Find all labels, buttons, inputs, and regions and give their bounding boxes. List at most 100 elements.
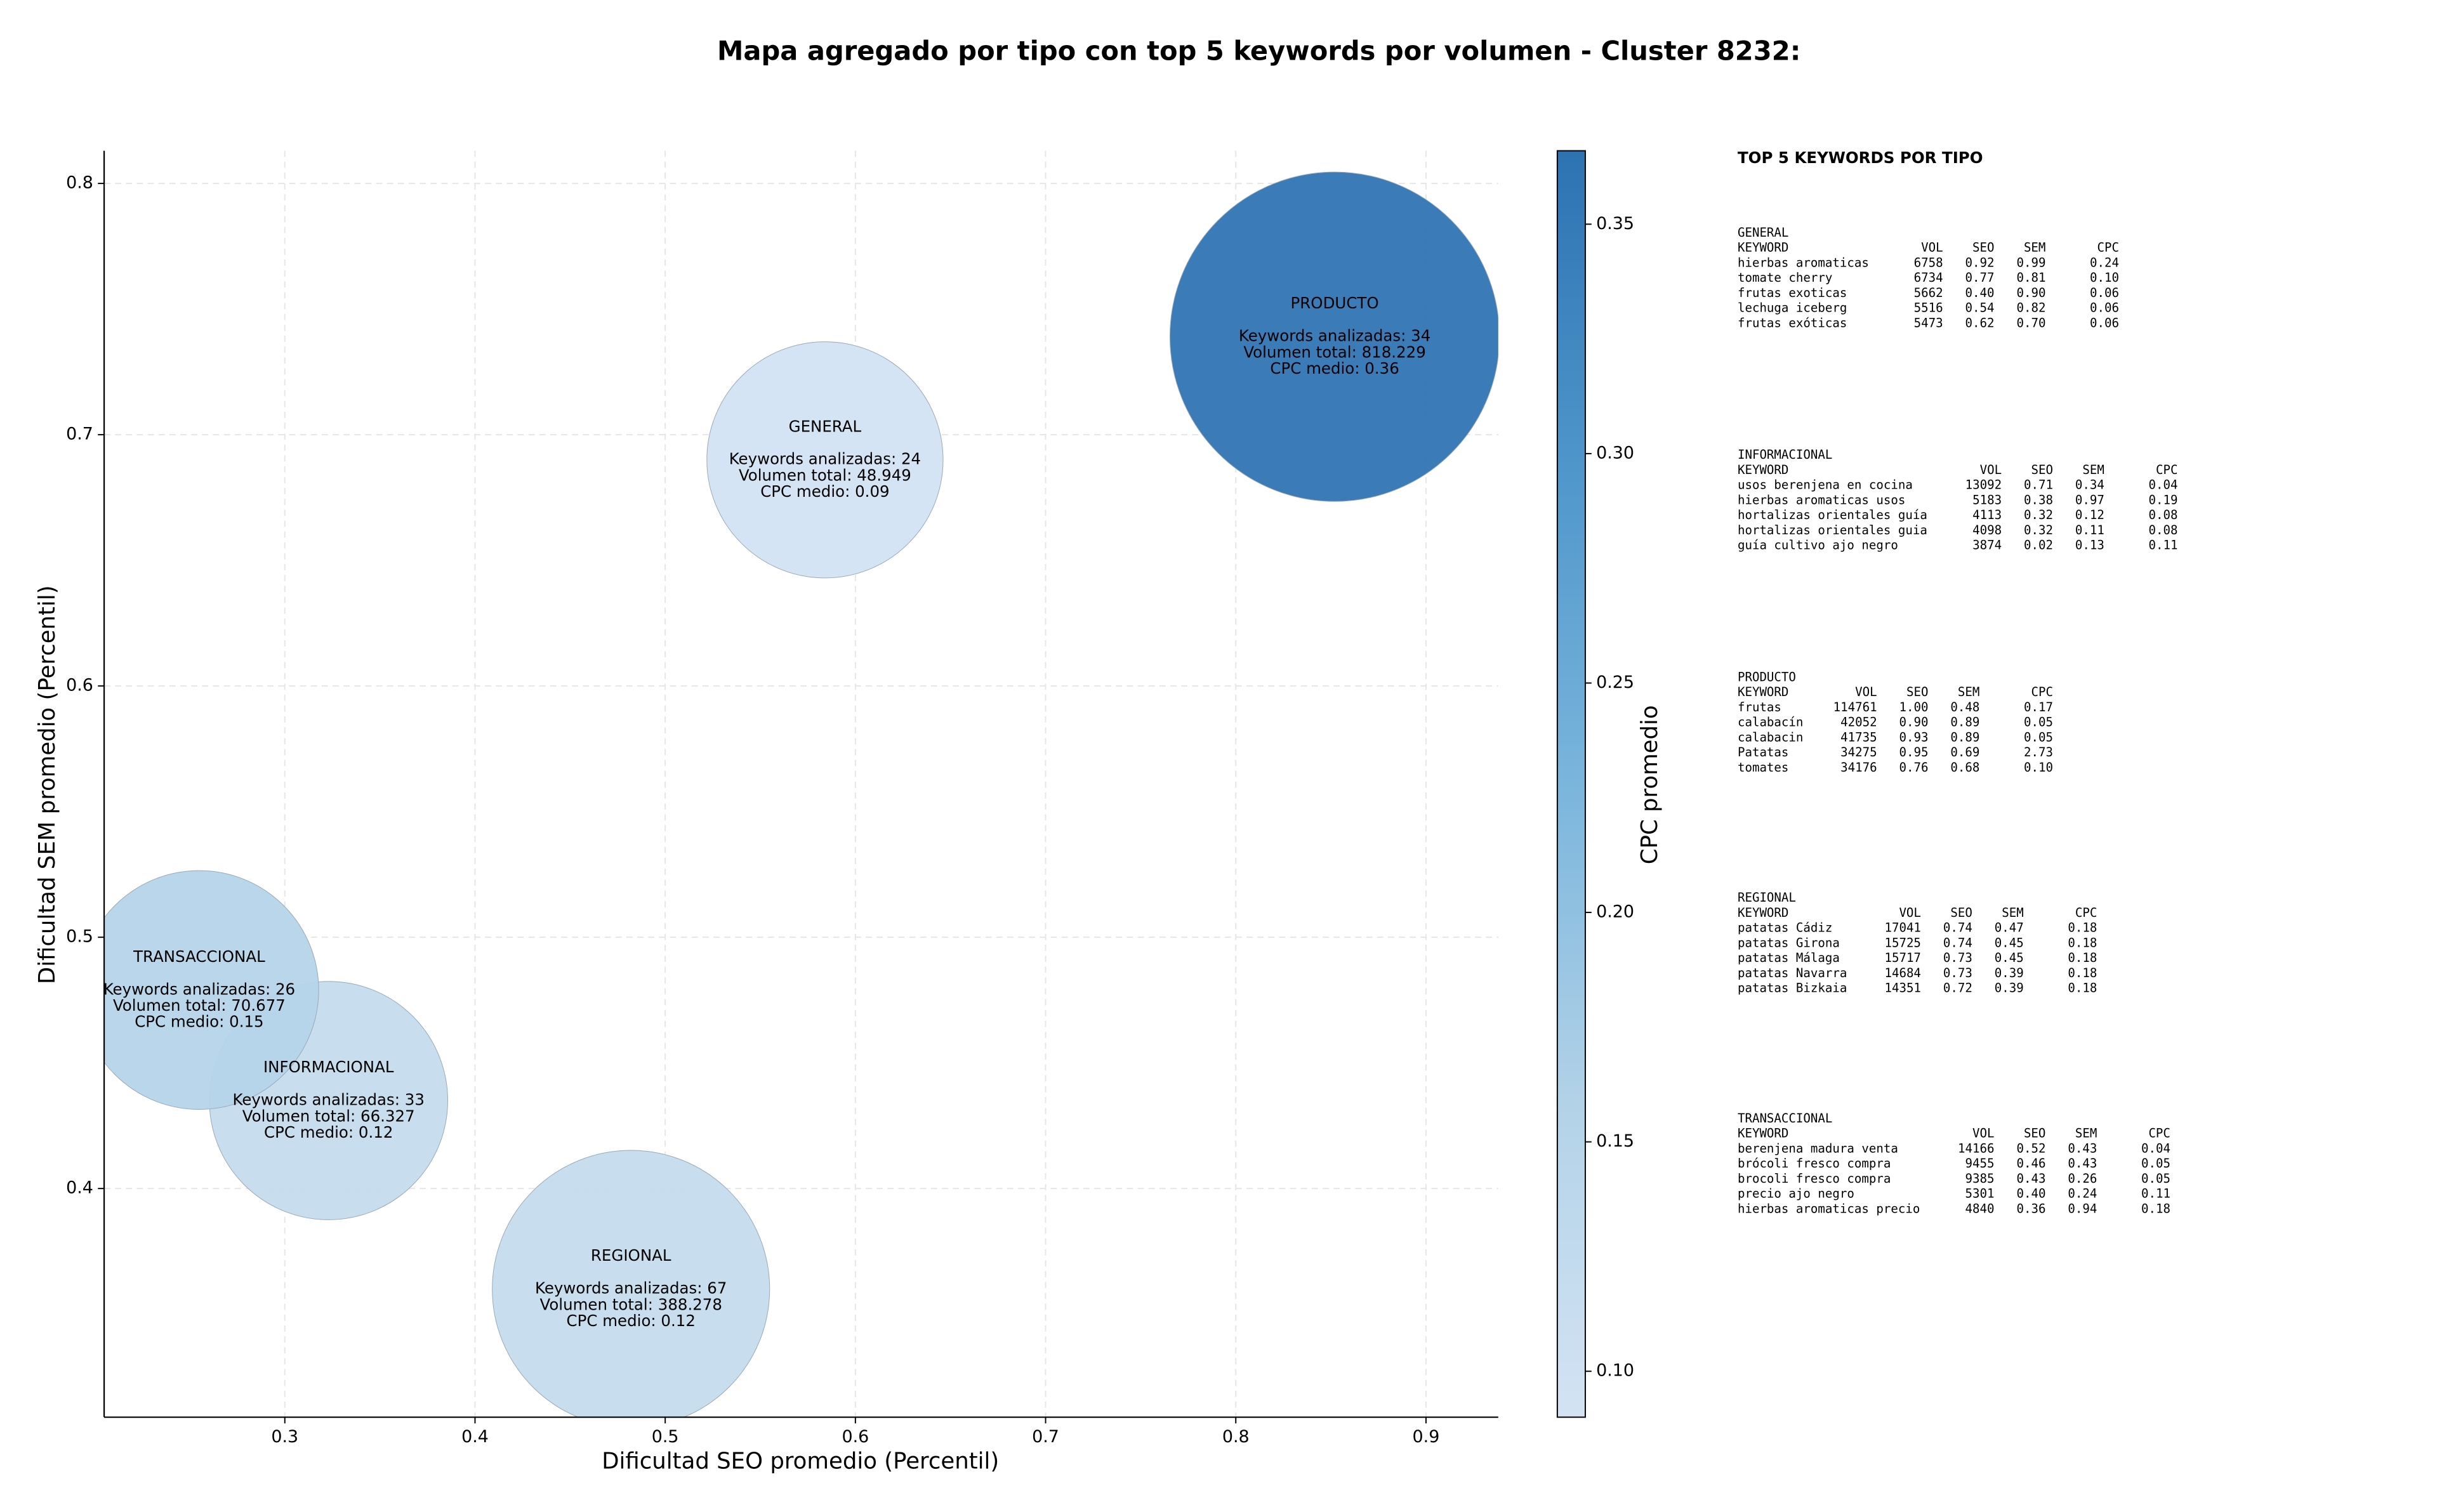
panel-cell: hierbas aromaticas <box>1738 255 1869 270</box>
panel-cell: 0.89 <box>1950 715 1979 730</box>
panel-cell: 0.48 <box>1950 700 1979 714</box>
bubble-annotation: Volumen total: 818.229 <box>1243 343 1425 361</box>
panel-cell: 0.38 <box>2024 492 2053 507</box>
panel-cell: 0.11 <box>2141 1187 2170 1201</box>
x-tick-label: 0.6 <box>842 1427 869 1447</box>
bubble-label: TRANSACCIONAL <box>133 947 265 966</box>
colorbar-tick-label: 0.30 <box>1596 443 1634 463</box>
panel-cell: 9385 <box>1965 1171 1995 1186</box>
bubble-annotation: Volumen total: 70.677 <box>113 996 286 1015</box>
panel-cell: 0.18 <box>2068 981 2097 996</box>
y-tick-label: 0.8 <box>66 173 93 193</box>
panel-cell: patatas Bizkaia <box>1738 981 1847 996</box>
panel-cell: 0.11 <box>2149 538 2178 553</box>
x-axis-label: Dificultad SEO promedio (Percentil) <box>602 1449 999 1475</box>
bubble-annotation: CPC medio: 0.09 <box>760 482 889 501</box>
panel-cell: hierbas aromaticas usos <box>1738 492 1905 507</box>
panel-column-header: KEYWORD <box>1738 463 1788 477</box>
panel-cell: 0.76 <box>1899 760 1929 775</box>
bubble-annotation: Keywords analizadas: 24 <box>729 450 921 468</box>
panel-cell: 4840 <box>1965 1201 1995 1216</box>
panel-cell: 0.10 <box>2024 760 2053 775</box>
panel-cell: lechuga iceberg <box>1738 301 1847 315</box>
panel-cell: 15725 <box>1884 935 1920 950</box>
panel-cell: tomate cherry <box>1738 270 1832 285</box>
panel-cell: 0.52 <box>2016 1141 2045 1155</box>
panel-cell: 0.68 <box>1950 760 1979 775</box>
colorbar-tick-label: 0.35 <box>1596 214 1634 233</box>
panel-column-header: CPC <box>2156 463 2178 477</box>
panel-cell: 0.18 <box>2141 1201 2170 1216</box>
panel-cell: 0.40 <box>2016 1187 2045 1201</box>
panel-cell: 0.19 <box>2149 492 2178 507</box>
panel-cell: 3874 <box>1972 538 2002 553</box>
panel-section-name: INFORMACIONAL <box>1738 447 1832 462</box>
y-tick-label: 0.6 <box>66 676 93 695</box>
panel-cell: 114761 <box>1833 700 1877 714</box>
panel-column-header: KEYWORD <box>1738 905 1788 920</box>
panel-cell: 41735 <box>1840 730 1877 744</box>
panel-cell: 0.06 <box>2090 315 2119 330</box>
panel-cell: 0.92 <box>1965 255 1995 270</box>
colorbar-tick-label: 0.25 <box>1596 673 1634 692</box>
panel-cell: tomates <box>1738 760 1788 775</box>
bubble-annotation: Keywords analizadas: 67 <box>535 1279 727 1298</box>
panel-column-header: CPC <box>2097 240 2120 255</box>
x-tick-label: 0.9 <box>1413 1427 1440 1447</box>
panel-cell: 0.97 <box>2075 492 2104 507</box>
panel-cell: 4098 <box>1972 523 2002 537</box>
panel-cell: 0.04 <box>2149 478 2178 492</box>
panel-cell: brócoli fresco compra <box>1738 1156 1891 1171</box>
panel-cell: 0.24 <box>2068 1187 2097 1201</box>
bubble-annotation: Volumen total: 66.327 <box>242 1107 415 1125</box>
colorbar-label: CPC promedio <box>1637 705 1663 864</box>
x-tick-label: 0.8 <box>1222 1427 1250 1447</box>
panel-cell: 0.71 <box>2024 478 2053 492</box>
bubble-label: REGIONAL <box>591 1246 671 1265</box>
panel-cell: 0.08 <box>2149 523 2178 537</box>
panel-column-header: KEYWORD <box>1738 240 1788 255</box>
panel-cell: hortalizas orientales guia <box>1738 523 1927 537</box>
panel-cell: 0.74 <box>1943 921 1972 935</box>
bubble <box>492 1150 770 1417</box>
colorbar-tick-label: 0.15 <box>1596 1131 1634 1151</box>
panel-column-header: SEM <box>2002 905 2024 920</box>
panel-cell: patatas Navarra <box>1738 966 1847 980</box>
panel-cell: 42052 <box>1840 715 1877 730</box>
panel-column-header: SEO <box>1972 240 1995 255</box>
panel-cell: 0.32 <box>2024 523 2053 537</box>
panel-cell: 5473 <box>1914 315 1943 330</box>
panel-cell: 0.26 <box>2068 1171 2097 1186</box>
panel-cell: frutas exóticas <box>1738 315 1847 330</box>
panel-cell: 0.69 <box>1950 745 1979 759</box>
panel-cell: 9455 <box>1965 1156 1995 1171</box>
panel-cell: 2.73 <box>2024 745 2053 759</box>
bubble-annotation: CPC medio: 0.15 <box>135 1013 263 1031</box>
panel-cell: precio ajo negro <box>1738 1187 1854 1201</box>
y-tick-label: 0.5 <box>66 927 93 947</box>
panel-cell: 0.39 <box>1995 966 2024 980</box>
panel-cell: 0.90 <box>2016 286 2045 300</box>
panel-cell: hortalizas orientales guía <box>1738 508 1927 522</box>
panel-cell: patatas Cádiz <box>1738 921 1832 935</box>
panel-cell: 17041 <box>1884 921 1920 935</box>
panel-section-name: REGIONAL <box>1738 890 1796 905</box>
panel-section-name: GENERAL <box>1738 225 1788 240</box>
panel-cell: 34275 <box>1840 745 1877 759</box>
panel-cell: 0.54 <box>1965 301 1995 315</box>
panel-cell: 0.47 <box>1995 921 2024 935</box>
panel-cell: 0.62 <box>1965 315 1995 330</box>
bubble <box>706 341 944 579</box>
panel-cell: frutas <box>1738 700 1781 714</box>
x-tick-label: 0.5 <box>652 1427 679 1447</box>
panel-cell: patatas Málaga <box>1738 950 1840 965</box>
panel-cell: calabacin <box>1738 730 1803 744</box>
panel-cell: 0.94 <box>2068 1201 2097 1216</box>
panel-cell: 0.72 <box>1943 981 1972 996</box>
panel-cell: 0.89 <box>1950 730 1979 744</box>
panel-section-name: TRANSACCIONAL <box>1738 1111 1832 1126</box>
panel-cell: 1.00 <box>1899 700 1929 714</box>
panel-column-header: CPC <box>2148 1126 2170 1141</box>
panel-cell: 0.74 <box>1943 935 1972 950</box>
